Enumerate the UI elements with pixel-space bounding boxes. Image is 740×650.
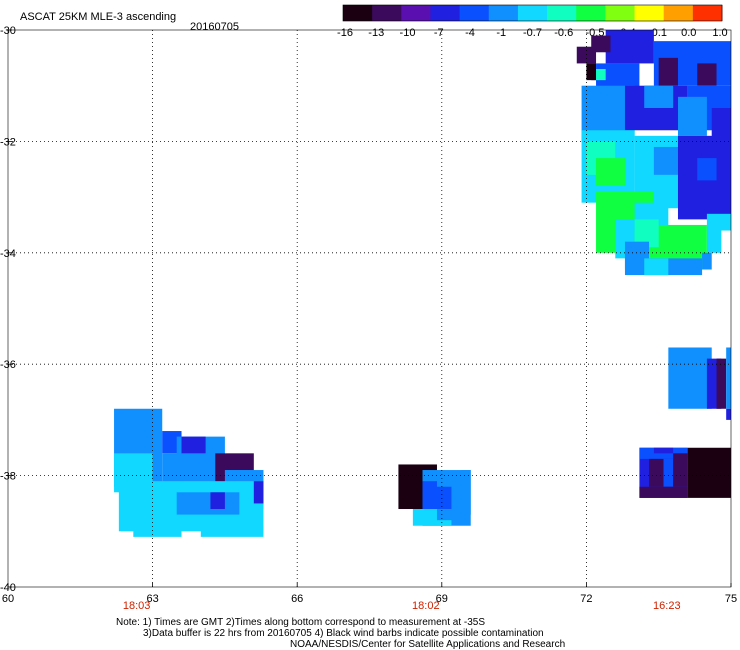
wind-cell — [649, 458, 664, 487]
wind-cell — [436, 509, 462, 521]
colorbar-swatch — [372, 5, 402, 21]
wind-cell — [644, 85, 674, 108]
wind-cell — [663, 458, 674, 487]
y-tick-label: -34 — [0, 248, 16, 260]
colorbar-tick-label: -7 — [434, 27, 444, 39]
colorbar-swatch — [517, 5, 548, 21]
x-tick-label: 75 — [725, 593, 737, 605]
pass-time-label: 16:23 — [653, 600, 681, 612]
colorbar-swatch — [488, 5, 519, 21]
wind-cell — [677, 96, 707, 136]
note-line-1: Note: 1) Times are GMT 2)Times along bot… — [116, 617, 485, 628]
colorbar-tick-label: -4 — [465, 27, 475, 39]
wind-cell — [253, 481, 264, 504]
wind-cell — [716, 358, 727, 409]
colorbar-tick-label: -16 — [337, 27, 353, 39]
x-tick-label: 63 — [146, 593, 158, 605]
wind-cell — [702, 252, 712, 270]
wind-cell — [668, 347, 712, 409]
swath-east-mid — [668, 347, 731, 420]
note-line-2: 3)Data buffer is 22 hrs from 20160705 4)… — [143, 628, 544, 639]
y-tick-label: -40 — [0, 582, 16, 594]
wind-cell — [697, 158, 717, 181]
wind-cell — [658, 57, 678, 86]
plot-frame — [7, 29, 732, 588]
colorbar-swatch — [459, 5, 490, 21]
swath-center — [398, 464, 471, 526]
wind-cell — [644, 258, 669, 276]
pass-time-label: 18:02 — [412, 600, 440, 612]
wind-cell — [576, 46, 597, 64]
wind-cell — [726, 347, 731, 409]
y-tick-label: -38 — [0, 471, 16, 483]
colorbar-frame — [342, 4, 723, 22]
wind-cell — [639, 486, 688, 498]
map-date: 20160705 — [190, 21, 239, 33]
wind-cell — [653, 447, 674, 454]
colorbar-swatch — [547, 5, 577, 21]
wind-cell — [706, 224, 722, 253]
wind-cell — [181, 436, 206, 454]
wind-cell — [711, 107, 731, 142]
colorbar-swatch — [663, 5, 694, 21]
colorbar-swatch — [605, 5, 636, 21]
colorbar-tick-label: -10 — [400, 27, 416, 39]
colorbar-swatch — [401, 5, 431, 21]
x-tick-label: 60 — [2, 593, 14, 605]
swath-layer — [114, 30, 731, 537]
swath-west — [114, 408, 264, 537]
x-tick-label: 69 — [436, 593, 448, 605]
colorbar-tick-label: 0.0 — [681, 27, 696, 39]
x-tick-label: 72 — [580, 593, 592, 605]
colorbar-swatch — [430, 5, 461, 21]
colorbar-swatch — [343, 5, 373, 21]
wind-cell — [697, 63, 717, 86]
y-axis: -30 -32 -34 -36 -38 -40 — [0, 25, 16, 594]
wind-cell — [461, 470, 471, 515]
grid-lines — [8, 30, 731, 587]
colorbar-tick-label: -13 — [368, 27, 384, 39]
wind-cell — [605, 30, 654, 64]
wind-cell — [653, 146, 678, 175]
x-axis: 60 63 66 69 72 75 — [2, 583, 737, 605]
wind-cell — [133, 525, 182, 537]
colorbar-tick-label: -1 — [496, 27, 506, 39]
wind-cell — [210, 492, 225, 510]
y-tick-label: -30 — [0, 25, 16, 37]
colorbar-swatch — [692, 5, 723, 21]
wind-cell — [596, 158, 625, 186]
colorbar-swatch — [634, 5, 665, 21]
y-tick-label: -36 — [0, 359, 16, 371]
pass-time-label: 18:03 — [123, 600, 151, 612]
wind-cell — [176, 492, 240, 515]
wind-cell — [726, 408, 731, 420]
y-tick-label: -32 — [0, 136, 16, 148]
wind-cell — [673, 453, 688, 487]
note-line-3: NOAA/NESDIS/Center for Satellite Applica… — [290, 639, 565, 650]
wind-cell — [596, 68, 606, 81]
colorbar-tick-label: -0.6 — [554, 27, 573, 39]
wind-cell — [687, 447, 731, 498]
swath-east-south — [639, 447, 731, 498]
x-tick-label: 66 — [291, 593, 303, 605]
colorbar-tick-label: 1.0 — [712, 27, 727, 39]
colorbar-tick-label: -0.7 — [523, 27, 542, 39]
wind-cell — [422, 481, 437, 510]
pass-times: 18:03 18:02 16:23 — [123, 600, 681, 612]
map-title: ASCAT 25KM MLE-3 ascending — [20, 11, 176, 23]
wind-cell — [200, 525, 264, 537]
swath-northeast — [576, 30, 731, 276]
colorbar-swatch — [576, 5, 606, 21]
